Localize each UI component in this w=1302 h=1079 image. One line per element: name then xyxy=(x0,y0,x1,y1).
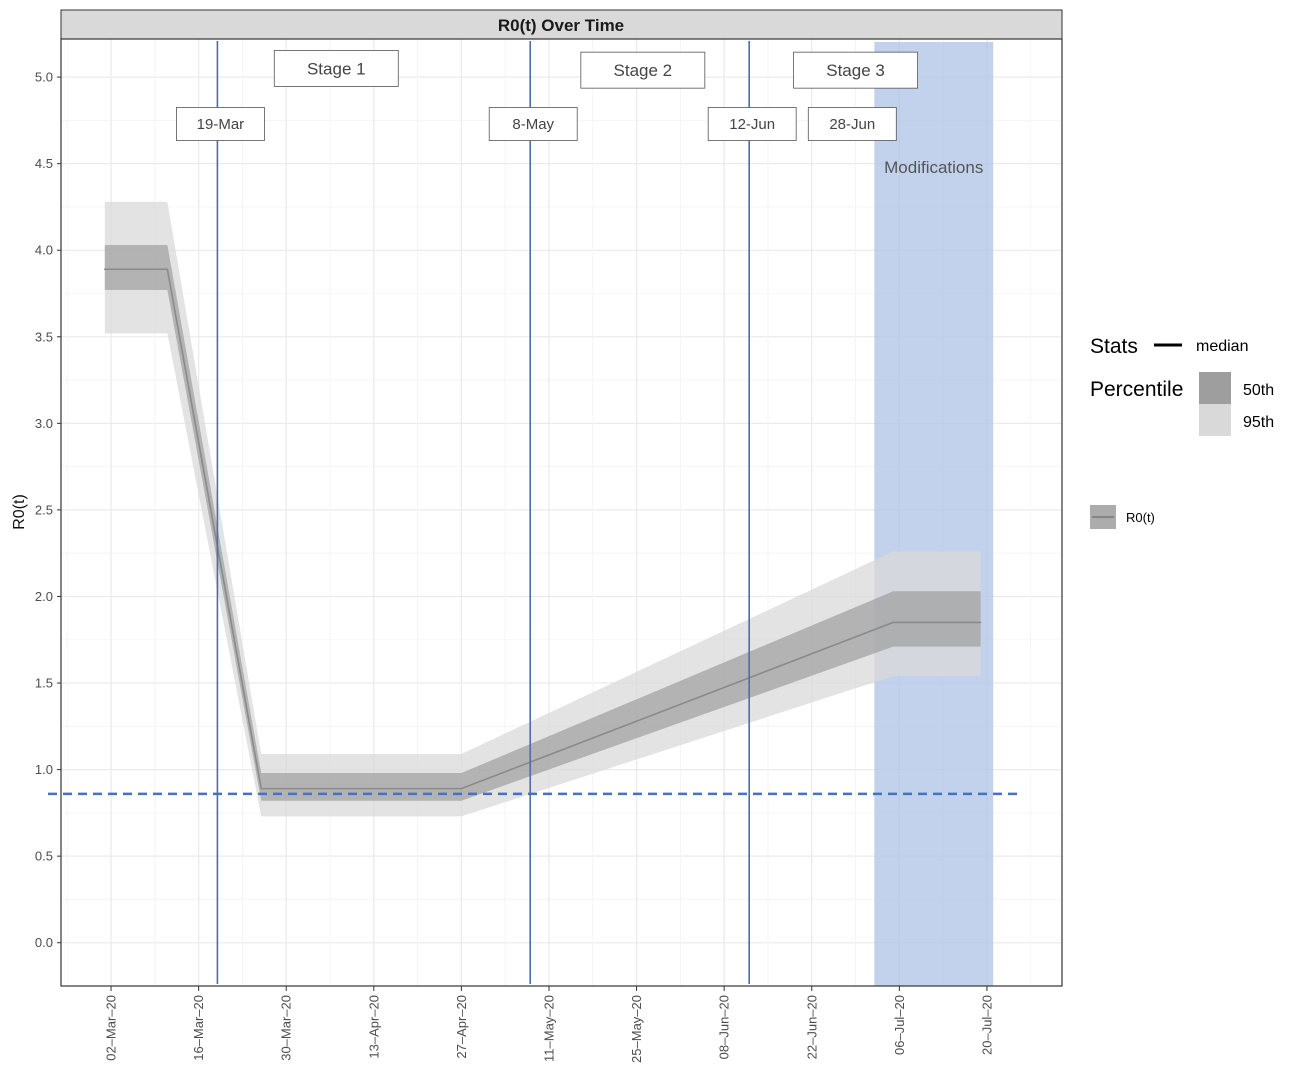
x-tick-label: 06–Jul–20 xyxy=(892,995,907,1055)
band-50th xyxy=(104,245,981,801)
stage-label: Stage 1 xyxy=(307,59,366,78)
y-tick-label: 1.0 xyxy=(35,762,53,777)
y-tick-label: 1.5 xyxy=(35,676,53,691)
x-tick-label: 27–Apr–20 xyxy=(454,995,469,1059)
median-point xyxy=(460,787,463,790)
median-point xyxy=(166,268,169,271)
legend-percentile-title: Percentile xyxy=(1090,378,1183,401)
y-axis-label: R0(t) xyxy=(11,494,28,530)
x-tick-label: 30–Mar–20 xyxy=(279,995,294,1061)
y-tick-label: 0.5 xyxy=(35,849,53,864)
y-tick-label: 2.5 xyxy=(35,502,53,517)
annotation-layer: 19-Mar 8-May 12-Jun 28-Jun Stage 1 Stage 2 Sta… xyxy=(48,41,1022,984)
x-tick-label: 16–Mar–20 xyxy=(191,995,206,1061)
median-point xyxy=(103,268,106,271)
panel-border xyxy=(60,38,1063,987)
date-label: 8-May xyxy=(512,116,554,133)
date-label: 19-Mar xyxy=(197,116,245,133)
legend-50th-label: 50th xyxy=(1243,382,1274,399)
x-tick-label: 02–Mar–20 xyxy=(104,995,119,1061)
y-tick-label: 3.5 xyxy=(35,329,53,344)
legend-50th-swatch xyxy=(1199,372,1231,404)
y-tick-label: 4.5 xyxy=(35,156,53,171)
x-tick-label: 08–Jun–20 xyxy=(717,995,732,1059)
y-tick-label: 3.0 xyxy=(35,416,53,431)
date-label-box xyxy=(807,107,897,141)
stage-label-box xyxy=(793,51,918,89)
x-tick-label: 13–Apr–20 xyxy=(366,995,381,1059)
shade-layer xyxy=(874,42,994,986)
y-tick-label: 5.0 xyxy=(35,70,53,85)
axis-layer: 0.0 0.5 1.0 1.5 2.0 2.5 3.0 3.5 4.0 4.5 5.0 02–Mar–… xyxy=(35,70,995,1063)
date-label: 12-Jun xyxy=(729,116,775,133)
chart-title: R0(t) Over Time xyxy=(498,16,624,35)
strip-background xyxy=(60,9,1063,40)
median-point xyxy=(892,621,894,624)
date-label-box xyxy=(707,107,797,141)
line-layer xyxy=(103,268,982,790)
x-tick-label: 11–May–20 xyxy=(541,995,556,1062)
y-tick-label: 0.0 xyxy=(35,935,53,950)
median-point xyxy=(979,621,982,624)
y-tick-label: 2.0 xyxy=(35,589,53,604)
band-layer xyxy=(104,201,981,817)
legend: Stats median Percentile 50th 95th R0(t) xyxy=(1090,335,1274,529)
date-label: 28-Jun xyxy=(829,116,875,133)
legend-stats-title: Stats xyxy=(1090,335,1138,358)
stage-label-box xyxy=(273,50,399,87)
modifications-region xyxy=(874,42,994,986)
stage-label: Stage 3 xyxy=(826,61,885,80)
x-tick-label: 20–Jul–20 xyxy=(979,995,994,1055)
legend-series-label: R0(t) xyxy=(1126,510,1155,525)
date-label-box xyxy=(176,107,265,141)
x-tick-label: 25–May–20 xyxy=(629,995,644,1063)
median-line xyxy=(104,268,981,790)
modifications-label: Modifications xyxy=(884,158,983,177)
x-tick-label: 22–Jun–20 xyxy=(804,995,819,1059)
legend-95th-swatch xyxy=(1199,404,1231,436)
legend-median-label: median xyxy=(1196,338,1248,355)
median-point xyxy=(260,787,263,790)
legend-95th-label: 95th xyxy=(1243,414,1274,431)
stage-label-box xyxy=(580,51,706,89)
date-label-box xyxy=(488,107,578,141)
y-tick-label: 4.0 xyxy=(35,243,53,258)
stage-label: Stage 2 xyxy=(614,61,673,80)
